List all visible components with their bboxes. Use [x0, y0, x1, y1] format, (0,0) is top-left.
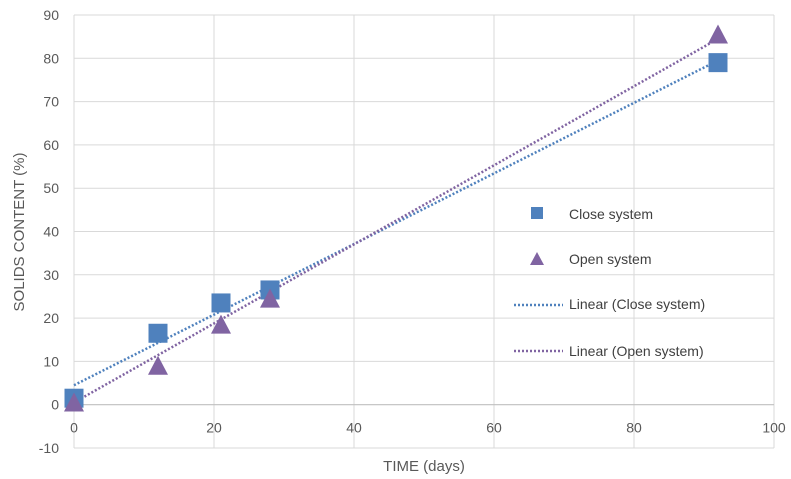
legend-marker-close-system [531, 207, 543, 219]
x-tick-label: 80 [626, 420, 642, 436]
legend-label-open-system: Open system [569, 251, 651, 267]
trendline-close-system [73, 59, 719, 387]
x-tick-label: 0 [70, 420, 78, 436]
legend-marker-open-system [530, 252, 544, 265]
y-tick-label: 80 [43, 50, 59, 66]
point-close-system [708, 53, 728, 73]
tick-labels: -10 0 10 20 30 40 50 60 70 80 90 0 20 40 60 80 100 [39, 7, 786, 456]
grid [73, 14, 775, 449]
legend-label-open-trend: Linear (Open system) [569, 343, 704, 359]
point-close-system [148, 323, 168, 343]
y-tick-label: 60 [43, 137, 59, 153]
y-tick-label: 30 [43, 267, 59, 283]
y-tick-label: 0 [51, 397, 59, 413]
x-tick-label: 20 [206, 420, 222, 436]
y-tick-label: 50 [43, 180, 59, 196]
y-tick-label: 40 [43, 224, 59, 240]
x-tick-label: 40 [346, 420, 362, 436]
point-open-system [260, 288, 280, 308]
legend: Close system Open system Linear (Close s… [514, 206, 705, 359]
point-open-system [708, 24, 728, 44]
y-axis-title: SOLIDS CONTENT (%) [11, 153, 28, 312]
y-tick-label: 70 [43, 94, 59, 110]
trendlines [73, 37, 719, 404]
point-close-system [211, 293, 231, 313]
y-tick-label: 10 [43, 353, 59, 369]
x-axis-title: TIME (days) [383, 458, 465, 475]
x-tick-label: 100 [762, 420, 786, 436]
point-open-system [148, 355, 168, 375]
legend-label-close-system: Close system [569, 206, 653, 222]
point-open-system [64, 392, 84, 412]
y-tick-label: 20 [43, 310, 59, 326]
y-tick-label: -10 [39, 440, 59, 456]
trendline-open-system [73, 37, 719, 404]
point-open-system [211, 314, 231, 334]
data-points [64, 24, 728, 412]
x-tick-label: 60 [486, 420, 502, 436]
y-tick-label: 90 [43, 7, 59, 23]
legend-label-close-trend: Linear (Close system) [569, 296, 705, 312]
